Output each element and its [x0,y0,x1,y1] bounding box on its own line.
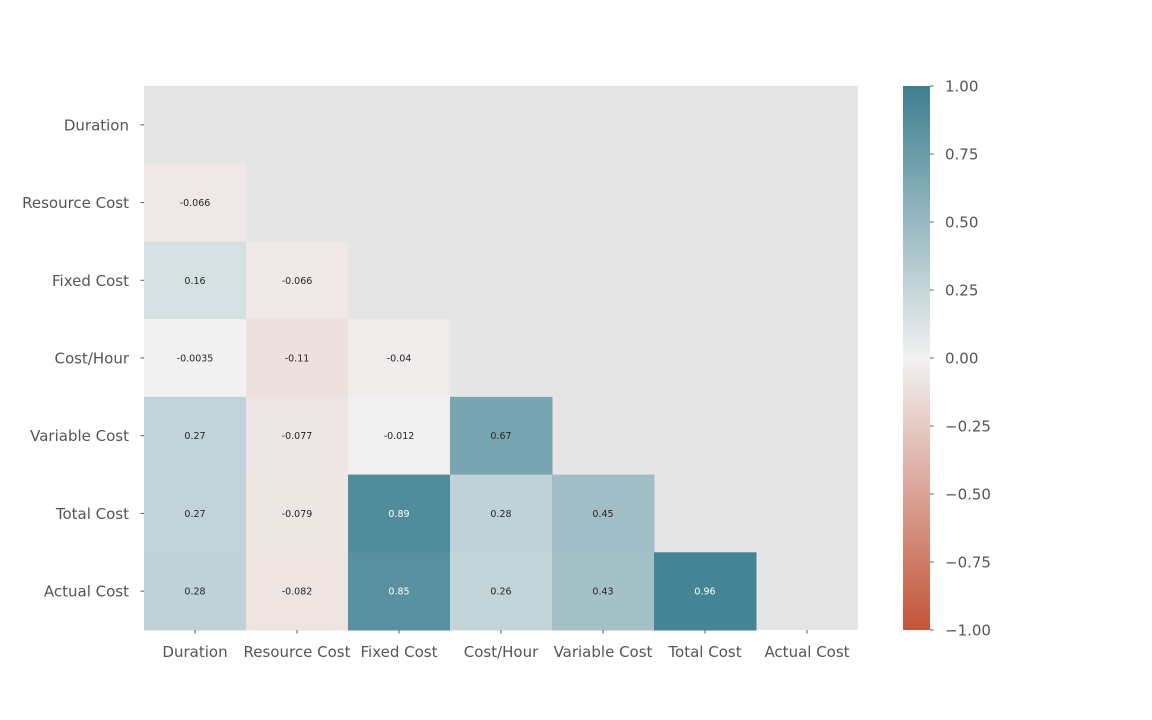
heatmap-cell [246,552,349,631]
cell-value-label: 0.26 [490,587,511,598]
heatmap-cell [144,163,247,242]
colorbar-ticks: 1.00 0.75 0.50 0.25 0.00 −0.25 −0.50 −0.75 −1.00 [930,78,991,640]
cell-value-label: 0.28 [490,509,511,520]
cell-value-label: -0.077 [282,431,313,442]
cell-value-label: 0.45 [592,509,613,520]
heatmap-cell [552,474,655,553]
cell-value-label: 0.67 [490,431,511,442]
x-tick-label: Resource Cost [244,643,351,661]
x-tick-label: Cost/Hour [464,643,539,661]
x-tick-label: Actual Cost [764,643,849,661]
colorbar-tick-label: 0.50 [945,214,978,232]
heatmap-cell [246,396,349,476]
heatmap-cell [144,396,247,476]
x-tick-label: Variable Cost [554,643,653,661]
cell-value-label: 0.85 [388,587,409,598]
cell-value-label: -0.079 [282,509,313,520]
cell-value-label: 0.27 [184,509,205,520]
cell-value-label: 0.28 [184,587,205,598]
cell-value-label: 0.16 [184,276,205,287]
heatmap-cell [246,319,349,398]
y-tick-label: Variable Cost [30,427,129,445]
cell-value-label: -0.066 [180,198,211,209]
heatmap-cell [348,319,451,398]
heatmap-cell [654,552,757,631]
x-axis: Duration Resource Cost Fixed Cost Cost/Hour… [162,630,850,661]
colorbar [903,86,930,630]
heatmap-cell [246,241,349,320]
heatmap-cell [450,396,553,476]
cell-value-label: 0.27 [184,431,205,442]
y-tick-label: Fixed Cost [52,272,129,290]
y-tick-label: Duration [64,116,129,134]
colorbar-tick-label: 0.00 [945,350,978,368]
cell-value-label: -0.04 [387,354,412,365]
heatmap-cell [144,241,247,320]
y-tick-label: Total Cost [55,505,129,523]
heatmap-cell [348,474,451,553]
colorbar-tick-label: 0.75 [945,146,978,164]
cell-value-label: -0.066 [282,276,313,287]
x-tick-label: Fixed Cost [361,643,438,661]
cell-value-label: -0.11 [285,354,310,365]
heatmap-cell [144,552,247,631]
heatmap-cell [348,396,451,476]
heatmap-cell [348,552,451,631]
heatmap-cell [450,474,553,553]
heatmap-cell [144,474,247,553]
heatmap-cell [552,552,655,631]
x-tick-label: Total Cost [667,643,741,661]
cell-value-label: 0.43 [592,587,613,598]
colorbar-tick-label: −0.25 [945,418,991,436]
colorbar-tick-label: 0.25 [945,282,978,300]
heatmap-cells: -0.066 0.16 -0.066 -0.0035 -0.11 -0.04 0.27 -0.… [144,163,757,631]
y-tick-label: Cost/Hour [54,350,129,368]
y-tick-label: Actual Cost [44,583,129,601]
colorbar-tick-label: −0.50 [945,486,991,504]
colorbar-tick-label: −0.75 [945,554,991,572]
heatmap-cell [246,474,349,553]
heatmap-cell [450,552,553,631]
cell-value-label: -0.082 [282,587,313,598]
cell-value-label: 0.89 [388,509,409,520]
cell-value-label: -0.0035 [177,354,214,365]
y-tick-label: Resource Cost [22,194,129,212]
colorbar-tick-label: 1.00 [945,78,978,96]
y-axis: Duration Resource Cost Fixed Cost Cost/Hour… [22,116,144,601]
colorbar-tick-label: −1.00 [945,622,991,640]
cell-value-label: -0.012 [384,431,415,442]
heatmap-cell [144,319,247,398]
x-tick-label: Duration [162,643,227,661]
cell-value-label: 0.96 [694,587,715,598]
